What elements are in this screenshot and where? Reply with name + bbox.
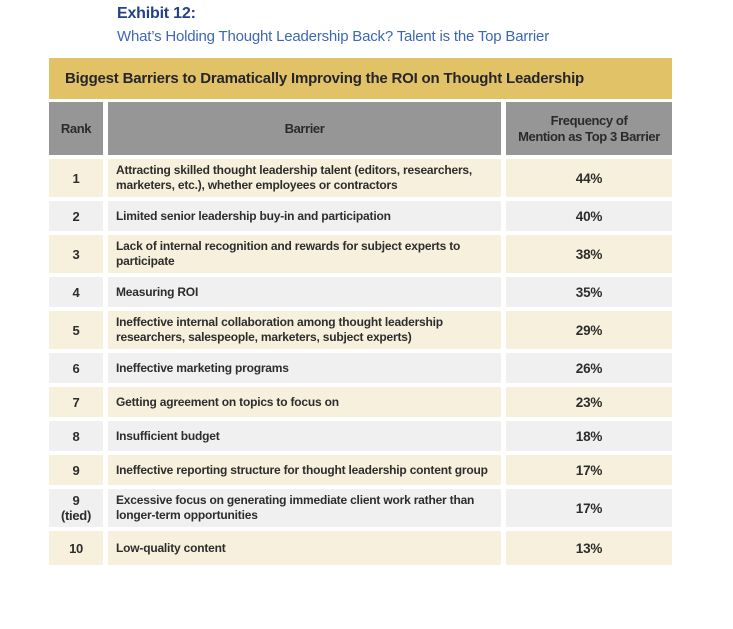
barriers-data-table: Rank Barrier Frequency of Mention as Top… (49, 102, 672, 565)
freq-cell: 17% (506, 455, 672, 489)
table-row: 3 Lack of internal recognition and reward… (49, 235, 672, 277)
table-row: 1 Attracting skilled thought leadership t… (49, 159, 672, 201)
barrier-cell: Ineffective marketing programs (108, 353, 506, 387)
table-row: 4 Measuring ROI 35% (49, 277, 672, 311)
freq-cell: 17% (506, 489, 672, 531)
rank-cell: 10 (49, 531, 108, 565)
freq-cell: 18% (506, 421, 672, 455)
barrier-cell: Ineffective internal collaboration among… (108, 311, 506, 353)
column-header-barrier: Barrier (108, 102, 506, 159)
rank-cell: 5 (49, 311, 108, 353)
freq-cell: 40% (506, 201, 672, 235)
rank-cell: 2 (49, 201, 108, 235)
exhibit-label: Exhibit 12: (117, 5, 196, 22)
table-row: 5 Ineffective internal collaboration amon… (49, 311, 672, 353)
barrier-cell: Insufficient budget (108, 421, 506, 455)
column-header-rank: Rank (49, 102, 108, 159)
barrier-cell: Limited senior leadership buy-in and par… (108, 201, 506, 235)
freq-cell: 44% (506, 159, 672, 201)
barrier-cell: Getting agreement on topics to focus on (108, 387, 506, 421)
barrier-cell: Excessive focus on generating immediate … (108, 489, 506, 531)
table-row: 10 Low-quality content 13% (49, 531, 672, 565)
table-title-banner: Biggest Barriers to Dramatically Improvi… (49, 58, 672, 99)
rank-cell: 8 (49, 421, 108, 455)
table-row: 9 Ineffective reporting structure for tho… (49, 455, 672, 489)
table-row: 6 Ineffective marketing programs 26% (49, 353, 672, 387)
barrier-cell: Attracting skilled thought leadership ta… (108, 159, 506, 201)
table-row: 2 Limited senior leadership buy-in and pa… (49, 201, 672, 235)
barrier-cell: Ineffective reporting structure for thou… (108, 455, 506, 489)
column-header-frequency: Frequency of Mention as Top 3 Barrier (506, 102, 672, 159)
freq-cell: 35% (506, 277, 672, 311)
freq-cell: 13% (506, 531, 672, 565)
rank-cell: 6 (49, 353, 108, 387)
freq-cell: 29% (506, 311, 672, 353)
rank-cell: 7 (49, 387, 108, 421)
rank-cell: 1 (49, 159, 108, 201)
exhibit-subtitle: What’s Holding Thought Leadership Back? … (117, 28, 549, 45)
rank-cell: 9 (49, 455, 108, 489)
table-header-row: Rank Barrier Frequency of Mention as Top… (49, 102, 672, 159)
table-row: 8 Insufficient budget 18% (49, 421, 672, 455)
rank-cell: 3 (49, 235, 108, 277)
freq-cell: 23% (506, 387, 672, 421)
table-row: 9 (tied) Excessive focus on generating im… (49, 489, 672, 531)
freq-cell: 38% (506, 235, 672, 277)
rank-cell: 4 (49, 277, 108, 311)
rank-cell: 9 (tied) (49, 489, 108, 531)
barrier-cell: Measuring ROI (108, 277, 506, 311)
exhibit-header: Exhibit 12: What’s Holding Thought Leade… (117, 0, 733, 45)
barriers-table-block: Biggest Barriers to Dramatically Improvi… (49, 58, 672, 565)
barrier-cell: Lack of internal recognition and rewards… (108, 235, 506, 277)
table-row: 7 Getting agreement on topics to focus on… (49, 387, 672, 421)
freq-cell: 26% (506, 353, 672, 387)
barrier-cell: Low-quality content (108, 531, 506, 565)
